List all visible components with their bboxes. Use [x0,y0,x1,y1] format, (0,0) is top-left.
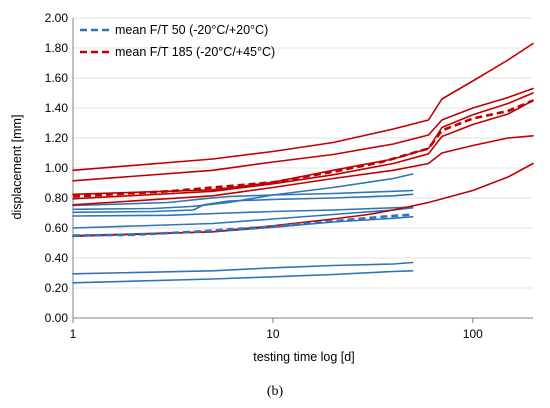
sample-series-line-12 [72,99,534,200]
x-tick-label: 10 [266,327,280,341]
x-tick-label: 100 [463,327,483,341]
x-tick-label: 1 [70,327,77,341]
sample-series-line-9 [72,189,414,207]
y-tick-label: 2.00 [45,11,69,25]
y-tick-label: 1.20 [45,131,69,145]
y-axis-title: displacement [mm] [10,115,24,220]
y-tick-label: 1.40 [45,101,69,115]
x-axis-title: testing time log [d] [253,350,354,364]
sample-series-line-2 [72,269,414,284]
y-tick-label: 0.40 [45,251,69,265]
legend: mean F/T 50 (-20°C/+20°C) mean F/T 185 (-… [80,23,275,59]
series-layer [72,42,534,284]
sample-series-line-8 [72,173,414,211]
y-tick-label: 1.60 [45,71,69,85]
sample-series-line-14 [72,87,534,182]
axes [72,18,533,323]
mean-series-line-1 [72,99,534,198]
sample-series-line-11 [72,135,534,206]
y-tick-label: 0.20 [45,281,69,295]
sample-series-line-15 [72,42,534,172]
y-tick-label: 1.00 [45,161,69,175]
tick-labels: 0.00 0.20 0.40 0.60 0.80 1.00 1.20 1.40 1.60 1.80… [45,11,484,341]
y-tick-label: 0.00 [45,311,69,325]
figure-caption: (b) [267,384,284,399]
legend-label-0: mean F/T 50 (-20°C/+20°C) [115,23,268,37]
y-tick-label: 1.80 [45,41,69,55]
y-tick-label: 0.80 [45,191,69,205]
y-tick-label: 0.60 [45,221,69,235]
gridlines [73,17,533,289]
legend-label-1: mean F/T 185 (-20°C/+45°C) [115,45,275,59]
sample-series-line-7 [72,193,414,214]
mean-series-line-0 [72,213,413,237]
sample-series-line-6 [72,206,414,217]
sample-series-line-3 [72,261,414,275]
